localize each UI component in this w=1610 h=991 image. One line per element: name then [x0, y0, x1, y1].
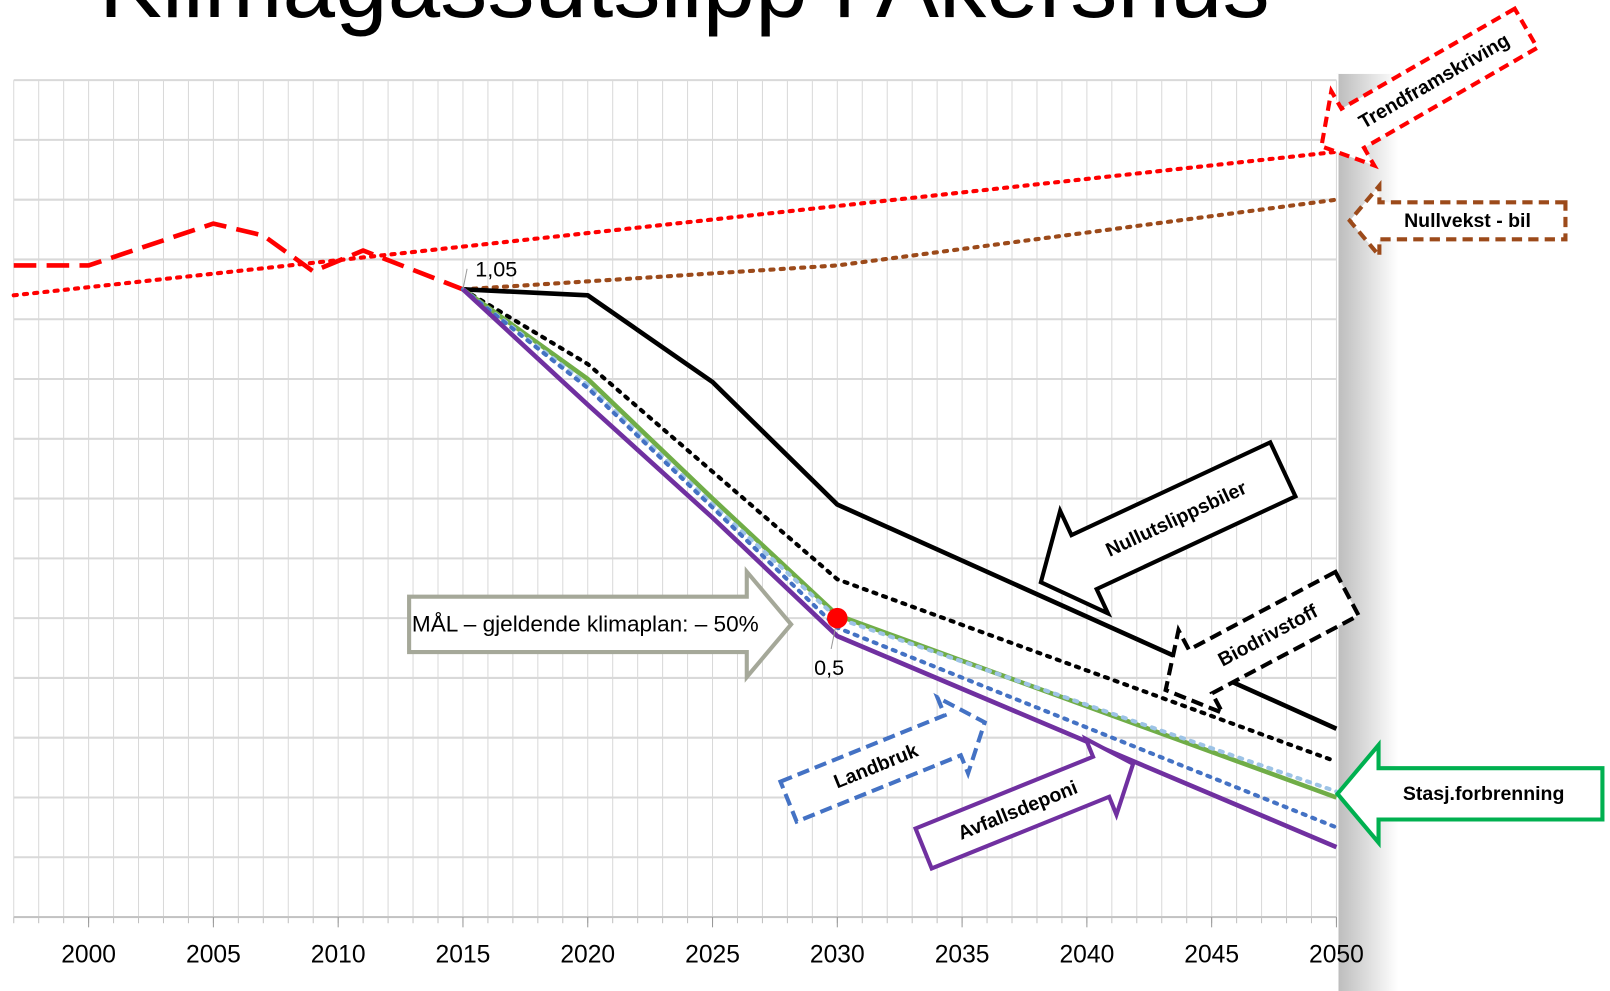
x-tick-label: 2040	[1059, 942, 1114, 969]
callout-arrow: MÅL – gjeldende klimaplan: – 50%	[407, 566, 794, 683]
leader-line	[462, 268, 468, 290]
x-tick-label: 2050	[1309, 942, 1364, 969]
x-tick-label: 2030	[810, 942, 865, 969]
arrow-shape	[1163, 569, 1362, 717]
arrow-label: Nullvekst - bil	[1404, 210, 1531, 232]
line-series	[462, 287, 1338, 731]
x-tick-label: 2035	[935, 942, 990, 969]
arrow-shape	[1347, 180, 1568, 262]
line-series	[11, 149, 1339, 298]
point-label: 1,05	[475, 257, 517, 282]
point-label: 0,5	[814, 655, 844, 680]
callout-arrow: Nullvekst - bil	[1347, 180, 1568, 262]
arrow-shape	[1319, 5, 1541, 170]
arrow-label: Stasj.forbrenning	[1403, 783, 1564, 805]
x-tick-label: 2005	[186, 942, 241, 969]
line-series	[13, 221, 464, 292]
arrow-shape	[1334, 739, 1605, 849]
target-point	[827, 607, 848, 629]
arrow-label: MÅL – gjeldende klimaplan: – 50%	[412, 611, 759, 636]
line-series	[460, 287, 1339, 830]
line-series	[460, 197, 1339, 292]
arrow-shape	[407, 566, 794, 683]
x-tick-label: 2010	[311, 942, 366, 969]
x-tick-label: 2025	[685, 942, 740, 969]
line-series	[460, 287, 1339, 764]
x-tick-label: 2015	[436, 942, 491, 969]
x-tick-label: 2020	[560, 942, 615, 969]
arrow-shape	[1038, 439, 1299, 618]
arrow-shape	[912, 734, 1136, 872]
line-series	[461, 287, 1338, 850]
x-tick-label: 2045	[1184, 942, 1239, 969]
arrow-shape	[777, 692, 988, 825]
line-series	[461, 287, 1338, 800]
callout-arrow: Stasj.forbrenning	[1334, 739, 1605, 849]
chart-title: Klimagassutslipp i Akershus	[99, 0, 1270, 38]
x-tick-label: 2000	[61, 942, 116, 969]
